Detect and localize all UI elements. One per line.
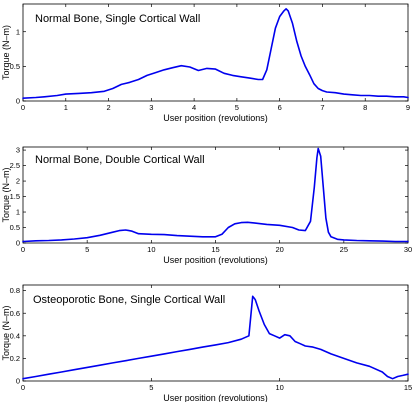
y-axis-label: Torque (N–m) (1, 25, 11, 80)
series-line (22, 147, 409, 243)
chart-panel-3: 0 5 10 15 0 0.2 0.4 0.6 0.8 User position (revolu… (1, 284, 412, 402)
x-tick-label: 25 (340, 245, 348, 254)
x-tick-label: 10 (147, 245, 155, 254)
x-tick-label: 3 (149, 103, 153, 112)
chart-panel-2: 0 5 10 15 20 25 30 0 0.5 1 1.5 2 2.5 3 User position (… (1, 146, 412, 265)
y-tick-label: 0.8 (10, 286, 20, 295)
chart-panel-1: 0 1 2 3 4 5 6 7 8 9 0 0.5 1 User position (revolution… (1, 3, 410, 123)
x-tick-label: 4 (192, 103, 196, 112)
y-axis-label: Torque (N–m) (1, 305, 11, 360)
y-tick-label: 1 (16, 27, 20, 36)
y-tick-label: 0.4 (10, 331, 20, 340)
panel-title: Normal Bone, Single Cortical Wall (35, 13, 200, 25)
x-tick-label: 9 (406, 103, 410, 112)
y-axis-label: Torque (N–m) (1, 167, 11, 222)
panel-title: Osteoporotic Bone, Single Cortical Wall (33, 294, 225, 306)
y-tick-label: 0 (16, 239, 20, 248)
x-axis-label: User position (revolutions) (163, 255, 268, 265)
x-tick-label: 5 (85, 245, 89, 254)
x-tick-label: 15 (211, 245, 219, 254)
x-tick-label: 2 (106, 103, 110, 112)
y-tick-label: 0.2 (10, 354, 20, 363)
y-tick-label: 0.5 (10, 62, 20, 71)
plot-frame (22, 3, 409, 102)
y-tick-label: 0 (16, 97, 20, 106)
x-tick-label: 8 (363, 103, 367, 112)
y-tick-label: 2.5 (10, 161, 20, 170)
x-tick-label: 10 (275, 383, 283, 392)
x-tick-label: 1 (64, 103, 68, 112)
x-tick-label: 6 (278, 103, 282, 112)
x-tick-label: 20 (275, 245, 283, 254)
y-tick-label: 0.6 (10, 309, 20, 318)
x-tick-label: 0 (21, 245, 25, 254)
y-tick-label: 1 (16, 208, 20, 217)
x-tick-label: 5 (235, 103, 239, 112)
y-tick-label: 2 (16, 177, 20, 186)
x-tick-label: 0 (21, 103, 25, 112)
y-tick-label: 1.5 (10, 192, 20, 201)
x-tick-label: 15 (404, 383, 412, 392)
series-line (22, 8, 409, 99)
x-axis-label: User position (revolutions) (163, 113, 268, 123)
x-axis-label: User position (revolutions) (163, 393, 268, 402)
y-tick-label: 0 (16, 377, 20, 386)
x-tick-label: 5 (149, 383, 153, 392)
plot-frame (22, 284, 409, 382)
x-tick-label: 30 (404, 245, 412, 254)
x-tick-label: 0 (21, 383, 25, 392)
y-tick-label: 3 (16, 146, 20, 155)
panel-title: Normal Bone, Double Cortical Wall (35, 154, 205, 166)
x-tick-label: 7 (320, 103, 324, 112)
series-line (22, 295, 409, 380)
y-tick-label: 0.5 (10, 223, 20, 232)
